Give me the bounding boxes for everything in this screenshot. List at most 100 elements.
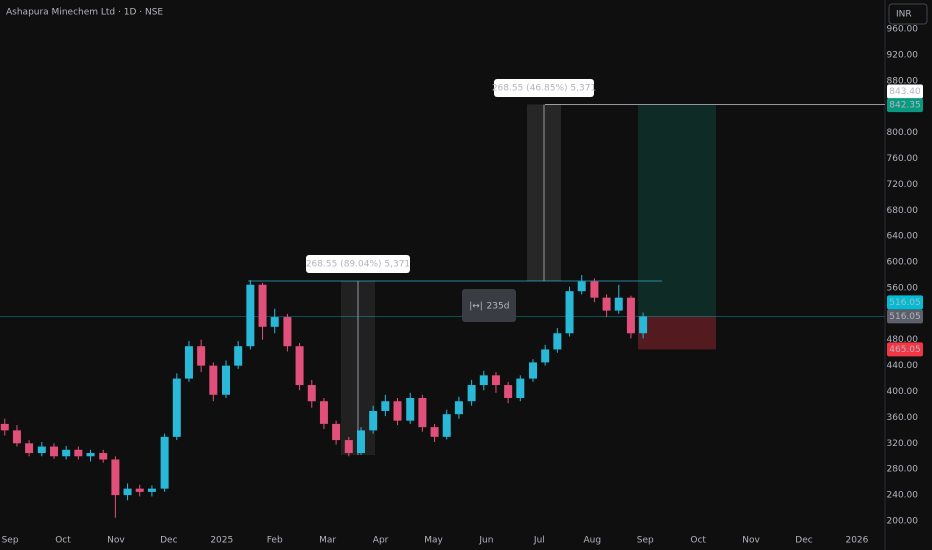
x-tick-label: Aug	[584, 536, 602, 546]
candle-body	[74, 449, 83, 457]
chart-title: Ashapura Minechem Ltd · 1D · NSE	[6, 8, 163, 18]
candle-body	[37, 446, 46, 454]
candle-body	[614, 297, 623, 311]
candle-body	[123, 488, 132, 496]
x-tick-label: Oct	[55, 536, 71, 546]
candle-body	[147, 488, 156, 492]
y-tick-label: 480.00	[887, 335, 919, 345]
candle-body	[283, 317, 292, 347]
y-tick-label: 600.00	[887, 258, 919, 268]
x-tick-label: Nov	[107, 536, 125, 546]
y-tick-label: 240.00	[887, 491, 919, 501]
loss-zone	[638, 316, 716, 350]
candle-body	[319, 401, 328, 424]
candle-body	[529, 362, 538, 379]
x-tick-label: Mar	[319, 536, 336, 546]
candle-body	[393, 401, 402, 421]
y-tick-label: 360.00	[887, 413, 919, 423]
x-tick-label: 2026	[845, 536, 868, 546]
duration-label: 235d	[487, 302, 510, 312]
candle-body	[62, 449, 71, 457]
candle-body	[430, 427, 439, 437]
y-tick-label: 760.00	[887, 154, 919, 164]
candle-body	[626, 297, 635, 334]
x-tick-label: May	[424, 536, 443, 546]
candle-body	[344, 440, 353, 454]
x-tick-label: Jul	[533, 536, 545, 546]
candle-body	[86, 453, 95, 457]
candle-body	[111, 459, 120, 496]
duration-icon: |↔|	[469, 302, 483, 312]
candle-body	[602, 297, 611, 311]
candle-body	[246, 284, 255, 347]
y-tick-label: 960.00	[887, 25, 919, 35]
x-tick-label: Dec	[160, 536, 177, 546]
candle-body	[467, 385, 476, 402]
candle-body	[516, 378, 525, 398]
price-tag	[887, 342, 923, 357]
candle-body	[209, 365, 218, 395]
currency[interactable]: INR	[896, 10, 912, 20]
y-tick-label: 320.00	[887, 439, 919, 449]
x-tick-label: Oct	[690, 536, 706, 546]
candle-body	[356, 430, 365, 454]
measure-label: 268.55 (46.85%) 5,371	[492, 84, 596, 94]
candle-body	[590, 281, 599, 298]
candle-body	[295, 346, 304, 386]
price-tag	[887, 295, 923, 310]
candle-body	[270, 317, 279, 327]
candle-body	[418, 398, 427, 428]
candle-body	[49, 446, 58, 457]
y-tick-label: 720.00	[887, 180, 919, 190]
x-tick-label: Sep	[2, 536, 19, 546]
y-tick-label: 680.00	[887, 206, 919, 216]
candle-body	[222, 365, 231, 395]
y-tick-label: 640.00	[887, 232, 919, 242]
y-tick-label: 880.00	[887, 76, 919, 86]
y-tick-label: 200.00	[887, 517, 919, 527]
candle-body	[25, 443, 34, 454]
candle-body	[454, 401, 463, 415]
price-tag-label: 465.05	[889, 345, 921, 355]
y-tick-label: 440.00	[887, 361, 919, 371]
candle-body	[479, 375, 488, 386]
x-tick-label: Dec	[795, 536, 812, 546]
price-tag-label: 842.35	[889, 101, 921, 111]
candle-body	[234, 346, 243, 366]
measure-label-box	[494, 79, 594, 97]
candle-body	[553, 333, 562, 350]
candle-body	[639, 316, 648, 334]
price-tag-label: 516.05	[889, 312, 921, 322]
candle-body	[99, 453, 108, 460]
candle-body	[491, 375, 500, 386]
x-tick-label: Feb	[267, 536, 283, 546]
candle-body	[381, 401, 390, 411]
x-tick-label: Apr	[373, 536, 389, 546]
price-tag-label: 843.40	[889, 87, 921, 97]
duration-box	[462, 289, 516, 322]
x-tick-label: 2025	[210, 536, 233, 546]
y-tick-label: 400.00	[887, 387, 919, 397]
candle-body	[577, 281, 586, 292]
candle-body	[258, 284, 267, 327]
profit-zone	[638, 105, 716, 317]
price-tag	[887, 84, 923, 99]
currency-button[interactable]	[888, 3, 928, 25]
measure-label-box	[306, 255, 410, 273]
x-tick-label: Jun	[478, 536, 493, 546]
y-tick-label: 280.00	[887, 465, 919, 475]
price-tag-label: 516.05	[889, 298, 921, 308]
y-tick-label: 560.00	[887, 283, 919, 293]
candle-body	[332, 423, 341, 441]
candle-body	[369, 410, 378, 431]
price-tag	[887, 309, 923, 324]
y-tick-label: 800.00	[887, 128, 919, 138]
x-tick-label: Nov	[742, 536, 760, 546]
y-tick-label: 920.00	[887, 50, 919, 60]
price-tag	[887, 98, 923, 113]
candle-body	[160, 436, 169, 489]
candle-body	[541, 349, 550, 363]
candle-body	[12, 430, 21, 444]
